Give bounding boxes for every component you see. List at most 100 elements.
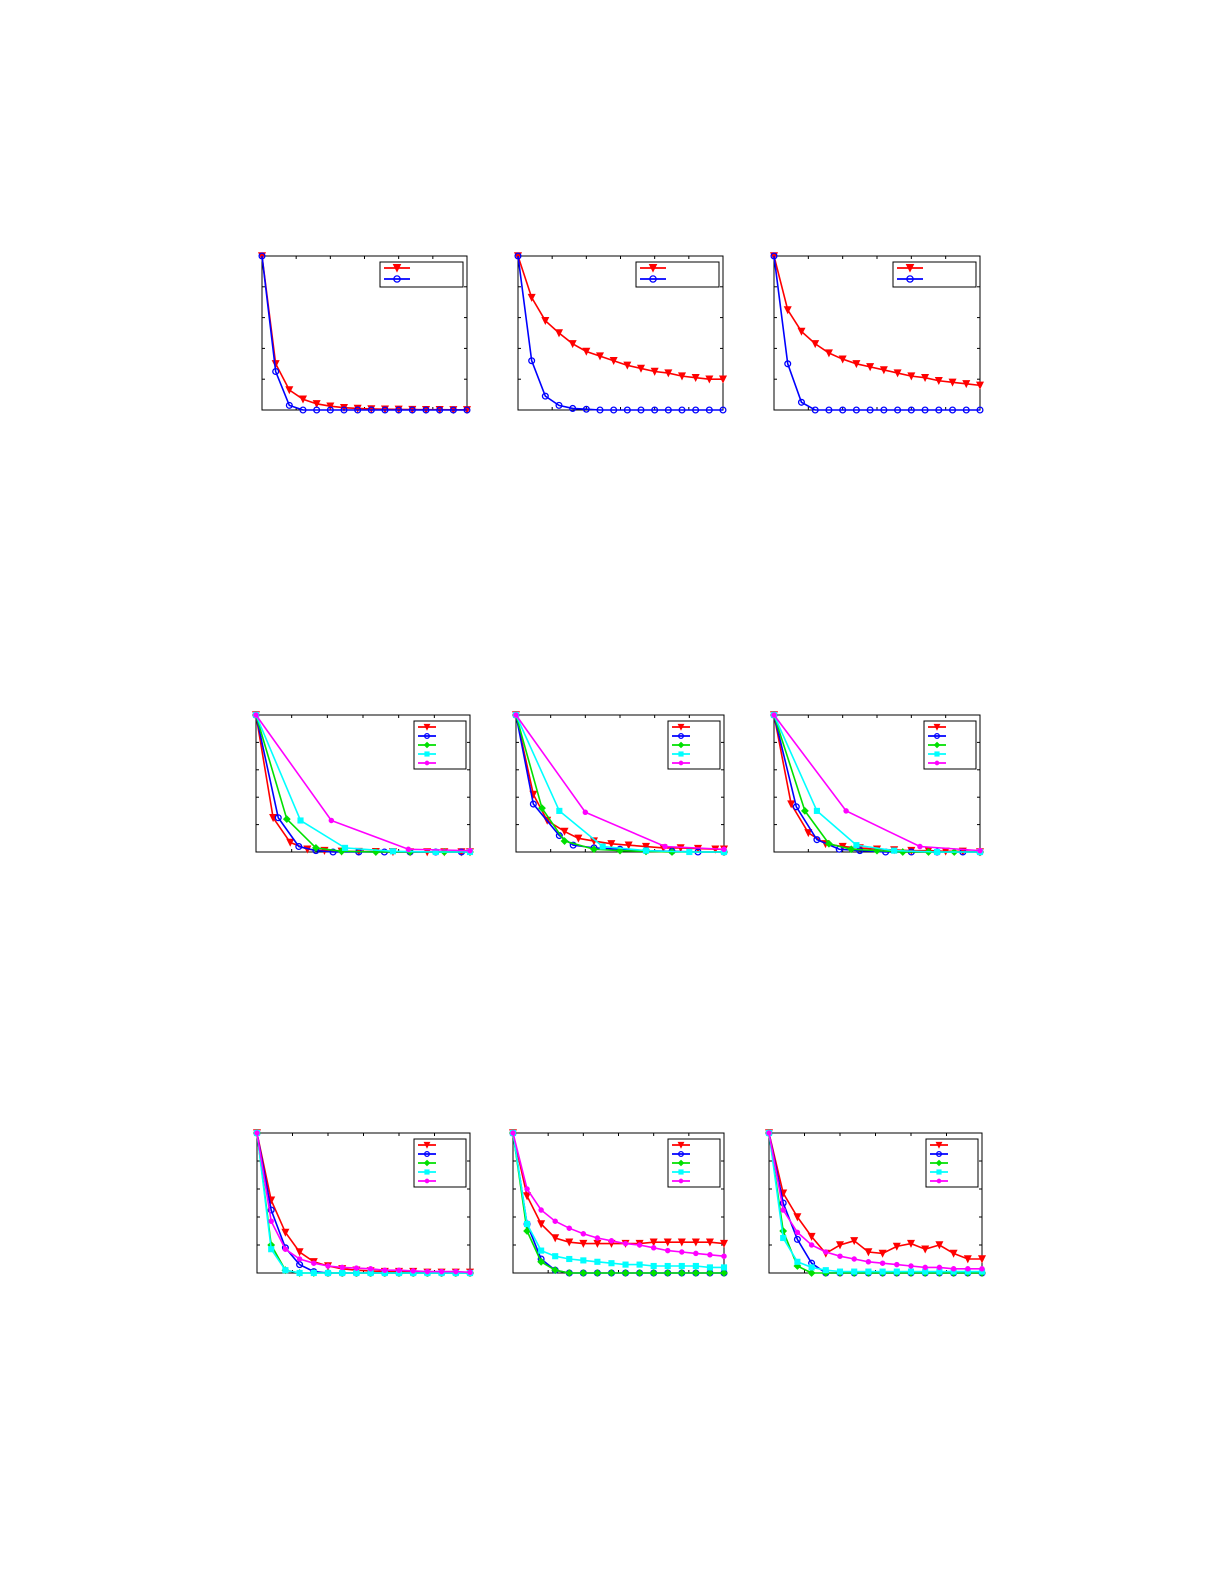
star-marker	[467, 847, 473, 854]
triangle-marker	[648, 264, 658, 273]
series-line	[773, 714, 980, 853]
circle-marker	[329, 848, 337, 856]
circle-marker	[272, 367, 280, 376]
square-marker	[936, 1169, 942, 1175]
triangle-marker	[977, 1255, 987, 1264]
circle-marker	[596, 406, 604, 414]
triangle-marker	[677, 723, 685, 731]
triangle-marker	[975, 381, 985, 390]
square-marker	[296, 1269, 303, 1277]
circle-marker	[514, 252, 522, 260]
chart-9	[764, 1129, 987, 1277]
series-5	[513, 712, 727, 853]
circle-marker	[569, 404, 577, 412]
legend-item	[672, 1141, 690, 1149]
circle-marker	[705, 406, 713, 414]
circle-marker	[678, 406, 686, 414]
square-marker	[678, 1262, 685, 1270]
legend-item	[418, 733, 436, 739]
triangle-marker	[949, 1249, 958, 1258]
star-marker	[538, 1207, 544, 1213]
star-marker	[622, 1240, 629, 1247]
triangle-marker	[718, 375, 728, 384]
triangle-marker	[933, 723, 941, 731]
square-marker	[566, 1255, 573, 1263]
legend-item	[418, 1151, 436, 1157]
triangle-marker	[551, 1234, 560, 1243]
circle-marker	[976, 406, 984, 414]
star-marker	[693, 1250, 699, 1257]
star-marker	[766, 1130, 772, 1136]
square-marker	[339, 1269, 346, 1277]
triangle-marker	[907, 372, 916, 381]
square-marker	[524, 1220, 531, 1228]
square-marker	[310, 1269, 317, 1277]
square-marker	[879, 1268, 886, 1275]
triangle-marker	[574, 834, 583, 843]
square-marker	[853, 842, 860, 849]
circle-marker	[295, 842, 303, 851]
circle-marker	[422, 406, 430, 414]
diamond-marker	[677, 1269, 686, 1277]
triangle-marker	[595, 352, 605, 361]
square-marker	[822, 1267, 829, 1274]
triangle-marker	[852, 360, 861, 369]
diamond-marker	[825, 839, 833, 848]
circle-marker	[528, 357, 536, 365]
legend-item	[418, 1141, 436, 1149]
square-marker	[599, 843, 606, 850]
series-line	[256, 1132, 470, 1274]
series-2	[514, 252, 727, 414]
triangle-marker	[804, 829, 813, 838]
series-line	[261, 255, 467, 411]
triangle-marker	[864, 1248, 873, 1257]
star-marker	[650, 1245, 657, 1251]
star-marker	[311, 1260, 317, 1266]
triangle-marker	[811, 340, 820, 349]
star-marker	[405, 846, 412, 853]
star-marker	[382, 1267, 388, 1273]
diamond-marker	[537, 1257, 546, 1266]
triangle-marker	[664, 369, 673, 378]
triangle-marker	[295, 1248, 304, 1257]
diamond-marker	[720, 1269, 728, 1277]
star-marker	[950, 1266, 957, 1272]
triangle-marker	[677, 372, 687, 381]
legend-item	[672, 723, 690, 731]
circle-marker	[582, 405, 590, 413]
star-marker	[794, 1229, 801, 1236]
triangle-marker	[650, 367, 659, 376]
triangle-marker	[807, 1232, 816, 1241]
series-line	[773, 714, 981, 852]
star-marker	[328, 817, 335, 824]
legend-item	[672, 751, 690, 757]
circle-marker	[852, 406, 860, 414]
legend-item	[418, 741, 436, 749]
diamond-marker	[691, 1269, 700, 1277]
square-marker	[424, 1169, 430, 1175]
square-marker	[706, 1264, 713, 1271]
circle-marker	[792, 803, 800, 811]
diamond-marker	[423, 1159, 431, 1167]
triangle-marker	[565, 1238, 574, 1247]
series-line	[517, 255, 723, 411]
triangle-marker	[677, 1238, 686, 1247]
series-line	[255, 714, 471, 852]
series-line	[256, 1132, 471, 1274]
triangle-marker	[963, 1255, 972, 1264]
diamond-marker	[423, 741, 431, 749]
circle-marker	[784, 360, 792, 368]
square-marker	[297, 817, 304, 824]
legend-item	[672, 1159, 690, 1167]
diamond-marker	[935, 1159, 943, 1167]
diamond-marker	[593, 1269, 602, 1277]
circle-marker	[962, 406, 970, 414]
square-marker	[865, 1268, 872, 1275]
triangle-marker	[906, 1239, 916, 1248]
square-marker	[692, 1262, 699, 1270]
star-marker	[837, 1253, 843, 1259]
legend-box	[379, 261, 464, 288]
star-marker	[662, 843, 668, 850]
legend-item	[928, 741, 946, 749]
series-line	[515, 714, 724, 853]
